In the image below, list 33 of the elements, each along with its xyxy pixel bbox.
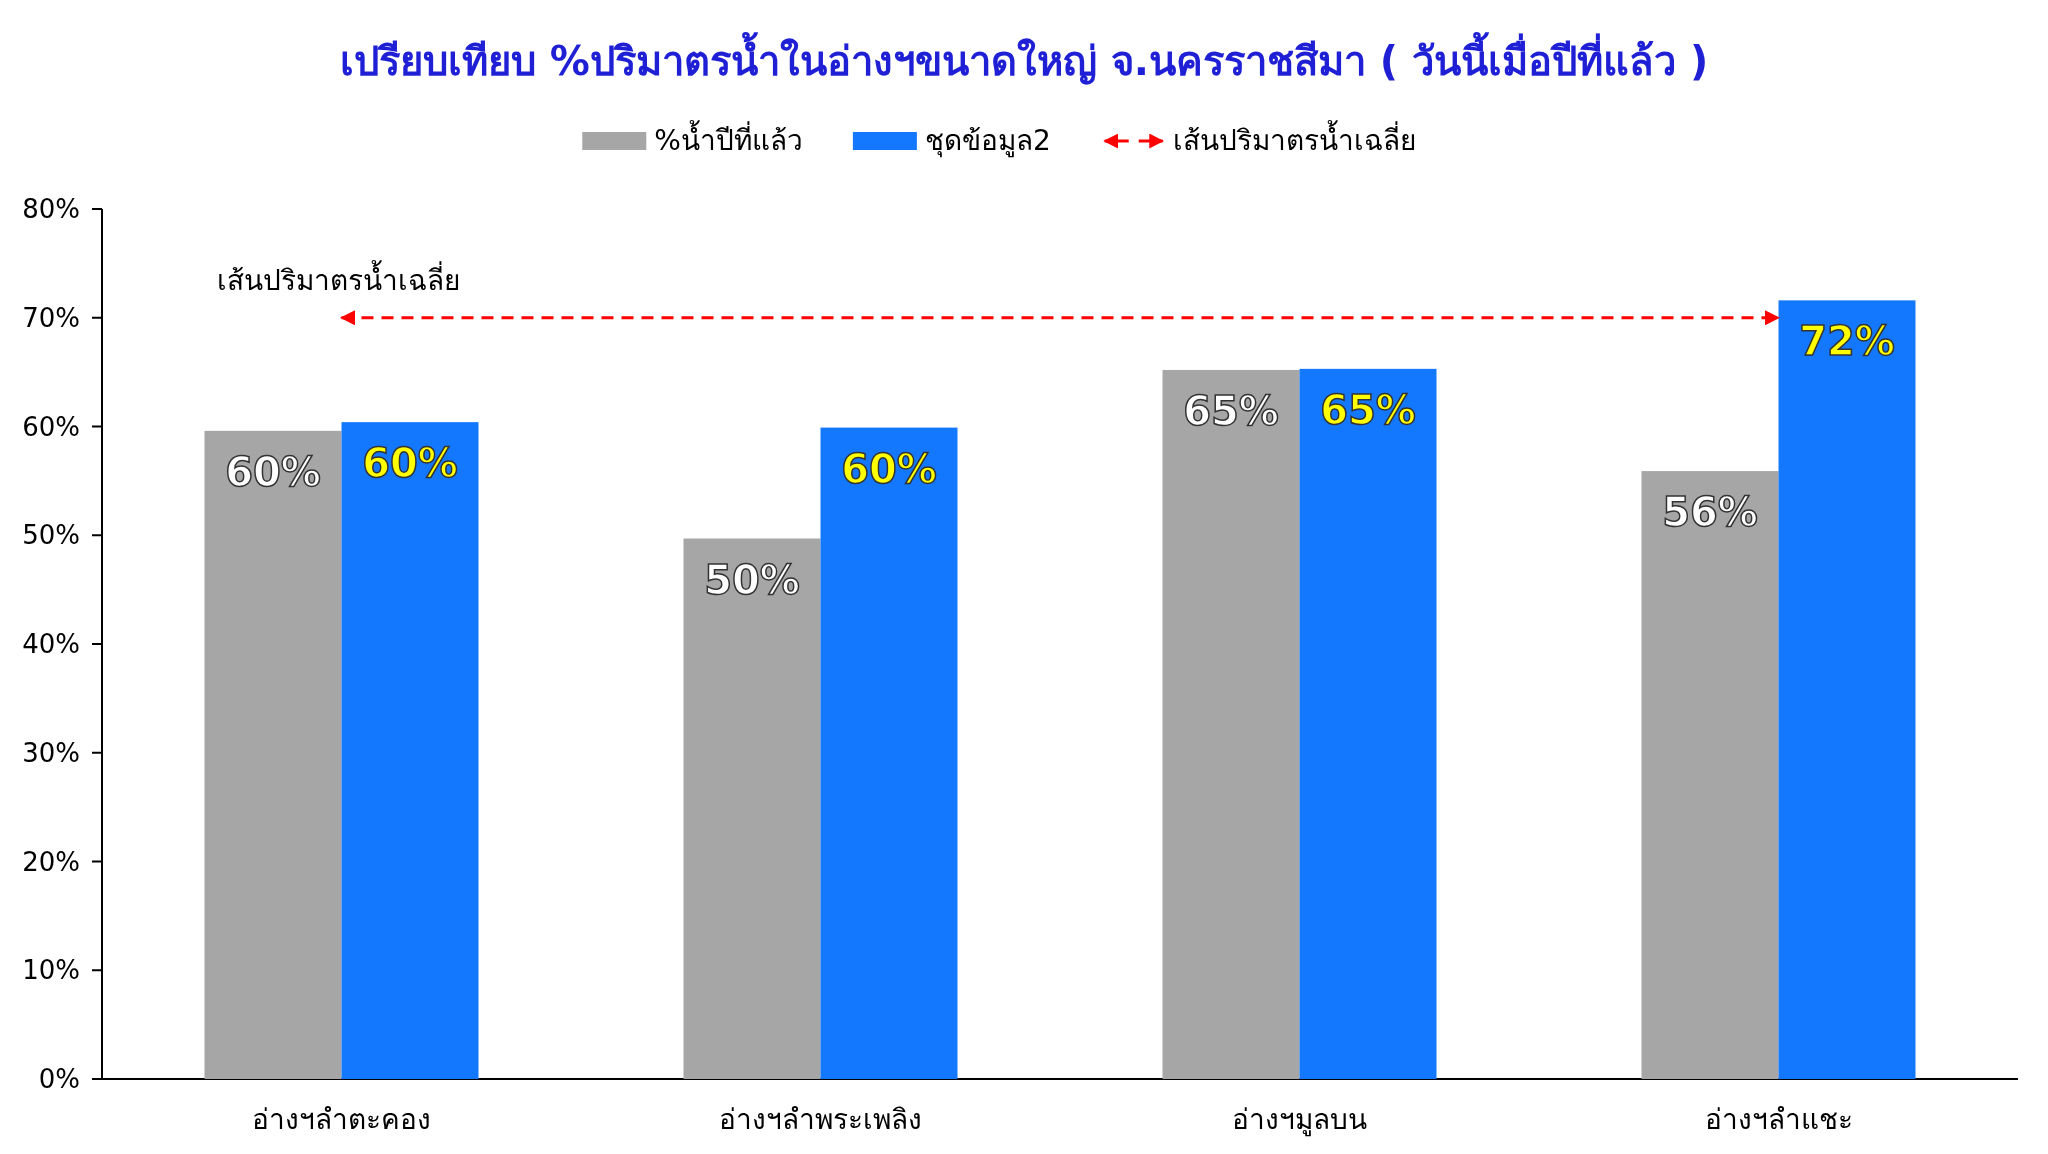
y-tick-label: 60% (22, 411, 80, 442)
data-label: 60% (225, 448, 321, 495)
data-label: 50% (704, 556, 800, 603)
bar (1641, 471, 1779, 1079)
y-tick-label: 50% (22, 520, 80, 551)
x-tick-label: อ่างฯลำตะคอง (252, 1103, 431, 1136)
y-tick-label: 10% (22, 955, 80, 986)
bar (820, 427, 958, 1079)
x-tick-label: อ่างฯมูลบน (1232, 1103, 1367, 1137)
legend-label: เส้นปริมาตรน้ำเฉลี่ย (1172, 120, 1416, 157)
legend-label: ชุดข้อมูล2 (924, 124, 1051, 158)
y-tick-label: 70% (22, 302, 80, 333)
x-tick-label: อ่างฯลำพระเพลิง (719, 1103, 922, 1136)
data-label: 65% (1183, 387, 1279, 434)
bar (341, 422, 479, 1079)
data-label: 60% (841, 445, 937, 492)
y-tick-label: 20% (22, 846, 80, 877)
bar (683, 538, 821, 1079)
bar (1162, 369, 1300, 1079)
bar (1778, 300, 1916, 1079)
data-label: 72% (1799, 318, 1895, 365)
data-label: 65% (1320, 386, 1416, 433)
bar (204, 430, 342, 1079)
bar (1299, 368, 1437, 1079)
y-tick-label: 80% (22, 194, 80, 224)
y-tick-label: 0% (38, 1064, 80, 1094)
y-tick-label: 30% (22, 737, 80, 768)
legend-label: %น้ำปีที่แล้ว (654, 120, 803, 157)
data-label: 60% (362, 440, 458, 487)
y-tick-label: 40% (22, 629, 80, 659)
data-label: 56% (1662, 489, 1758, 536)
chart-title: เปรียบเทียบ %ปริมาตรน้ำในอ่างฯขนาดใหญ่ จ.นครราชสีมา ( วันนี้เมื่อปีที่แล้ว ) (339, 32, 1709, 85)
x-tick-label: อ่างฯลำแชะ (1704, 1103, 1853, 1136)
